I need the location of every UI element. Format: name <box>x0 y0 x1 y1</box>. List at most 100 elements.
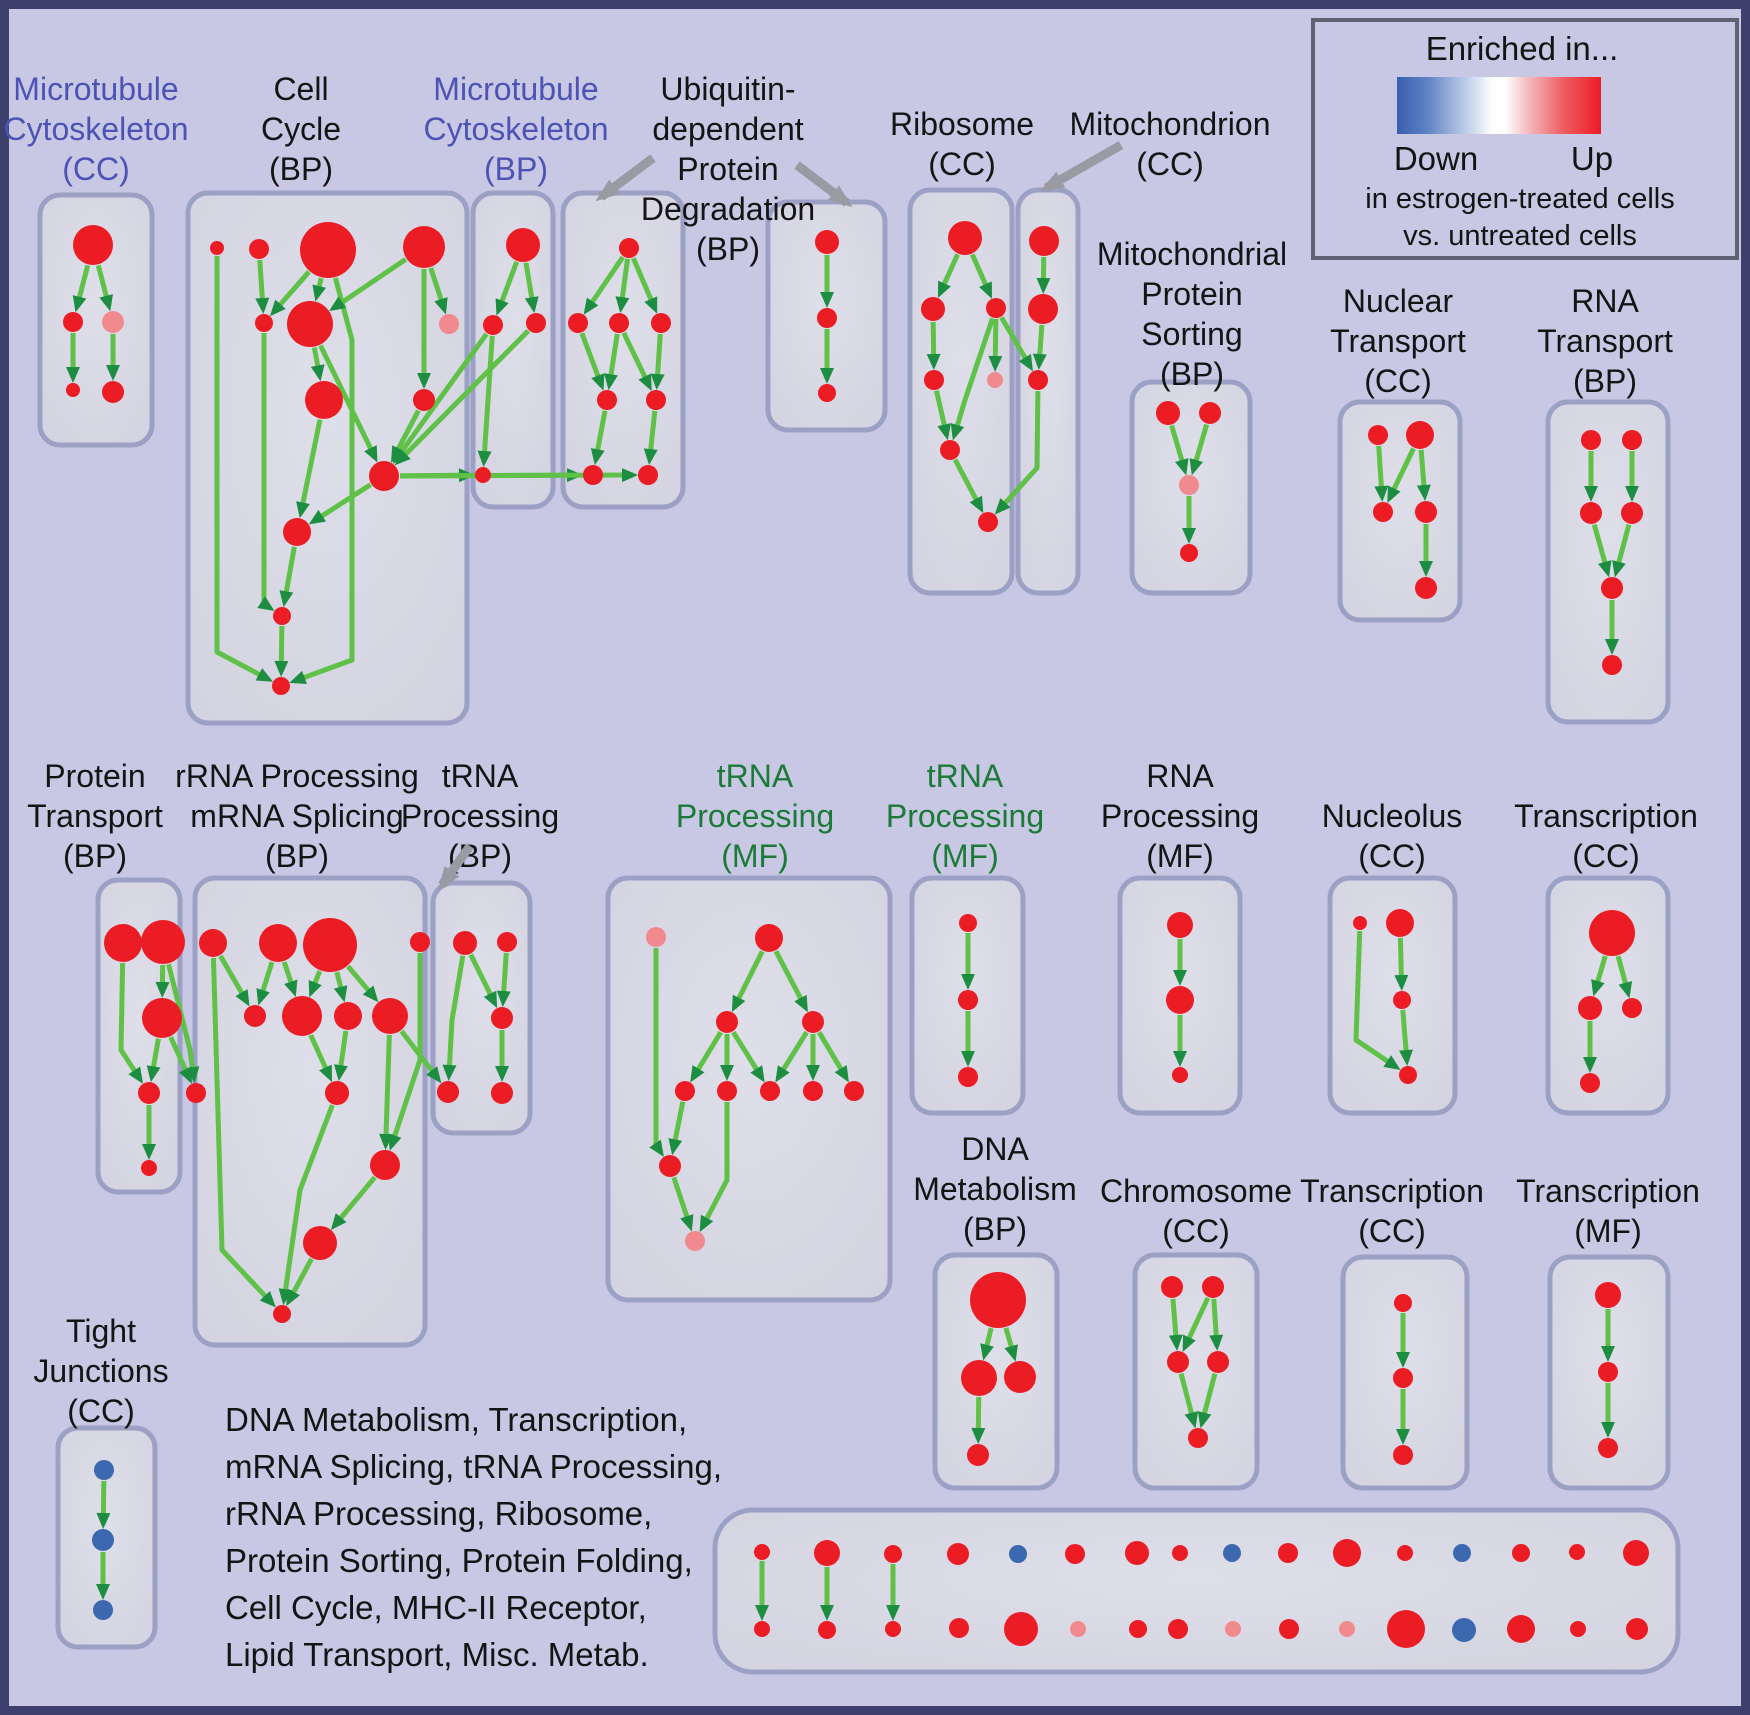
edge <box>950 317 995 441</box>
go-term-node-microtubule-bp-2 <box>526 313 546 333</box>
legend-up-label: Up <box>1571 140 1613 177</box>
go-term-node-nucleolus-2 <box>1393 991 1411 1009</box>
go-term-node-rna-transport-5 <box>1602 655 1622 675</box>
cluster-label-transcription-cc-bottom-line1: (CC) <box>1358 1213 1426 1249</box>
edge <box>318 344 378 463</box>
go-term-node-misc-strip-5 <box>1065 1544 1085 1564</box>
cluster-label-microtubule-cc-line0: Microtubule <box>13 71 178 107</box>
edge <box>1197 1372 1218 1429</box>
legend: Enriched in... Down Up in estrogen-treated … <box>1311 18 1739 260</box>
go-term-node-nuclear-transport-2 <box>1373 502 1393 522</box>
go-term-node-mitochondrion-0 <box>1029 226 1059 256</box>
cluster-label-rrna-mrna-line2: (BP) <box>265 838 329 874</box>
legend-box <box>1311 18 1739 260</box>
edge <box>999 316 1033 372</box>
edge <box>1612 523 1632 578</box>
go-term-node-mitochondrion-1 <box>1028 294 1058 324</box>
go-term-node-transcription-mf-0 <box>1595 1282 1621 1308</box>
edge <box>1032 324 1047 371</box>
edge <box>218 954 250 1007</box>
go-term-node-dna-metabolism-1 <box>961 1360 997 1396</box>
edge <box>278 1104 335 1306</box>
go-term-node-trna-mf-main-6 <box>760 1081 780 1101</box>
go-term-node-ribosome-2 <box>986 298 1006 318</box>
cluster-label-mitochondrion-line0: Mitochondrion <box>1070 106 1271 142</box>
go-term-node-ubiquitin-0 <box>619 238 639 258</box>
misc-category-line-2: rRNA Processing, Ribosome, <box>225 1495 652 1532</box>
edge <box>379 1034 394 1151</box>
edge <box>477 335 495 468</box>
cluster-label-ubiquitin-line1: dependent <box>652 111 803 147</box>
go-term-node-cell-cycle-12 <box>272 677 290 695</box>
cluster-label-rna-transport-line0: RNA <box>1571 283 1639 319</box>
edge <box>118 962 143 1084</box>
go-term-node-misc-strip-17 <box>818 1621 836 1639</box>
legend-down-label: Down <box>1394 140 1478 177</box>
go-term-node-chromosome-0 <box>1161 1276 1183 1298</box>
legend-subtitle-1: in estrogen-treated cells <box>1365 183 1675 215</box>
go-term-node-transcription-cc-bottom-1 <box>1393 1368 1413 1388</box>
cluster-label-mito-protein-sorting-line1: Protein <box>1141 276 1242 312</box>
go-term-node-trna-mf-small-0 <box>959 914 977 932</box>
go-term-node-rna-processing-mf-2 <box>1172 1067 1188 1083</box>
edge <box>72 264 91 313</box>
cluster-label-ribosome-line1: (CC) <box>928 146 996 182</box>
go-term-node-cell-cycle-9 <box>369 461 399 491</box>
cluster-label-rna-transport-line1: Transport <box>1537 323 1673 359</box>
go-term-node-misc-strip-25 <box>1279 1619 1299 1639</box>
labels: Microtubule Cytoskeleton (CC) Cell Cycle (BP)… <box>4 71 1700 1429</box>
cluster-label-trna-mf-small-line2: (MF) <box>931 838 999 874</box>
cluster-label-ubiquitin-line3: Degradation <box>641 191 815 227</box>
go-term-node-rrna-mrna-8 <box>325 1081 349 1105</box>
edge <box>615 258 631 314</box>
go-term-node-misc-strip-23 <box>1168 1619 1188 1639</box>
go-term-node-ribosome-3 <box>924 370 944 390</box>
go-term-node-misc-strip-31 <box>1626 1618 1648 1640</box>
cluster-label-trna-bp-line1: Processing <box>401 798 559 834</box>
go-term-node-mito-protein-sorting-0 <box>1156 401 1180 425</box>
cluster-label-dna-metabolism-line1: Metabolism <box>913 1171 1077 1207</box>
go-term-node-ribosome-6 <box>978 512 998 532</box>
edge <box>1416 449 1431 502</box>
cluster-label-cell-cycle-line2: (BP) <box>269 151 333 187</box>
go-term-node-cell-cycle-3 <box>403 226 445 268</box>
go-term-node-mito-protein-sorting-1 <box>1199 402 1221 424</box>
edge <box>1394 937 1409 992</box>
edge <box>388 953 423 1151</box>
go-term-node-protein-transport-2 <box>142 998 182 1038</box>
cluster-label-trna-mf-main-line0: tRNA <box>717 758 794 794</box>
cluster-label-nuclear-transport-line2: (CC) <box>1364 363 1432 399</box>
go-term-node-trna-bp-3 <box>437 1081 459 1103</box>
go-term-node-cell-cycle-6 <box>439 314 459 334</box>
go-term-node-misc-strip-3 <box>947 1543 969 1565</box>
cluster-box-transcription-cc-mid <box>1545 875 1671 1116</box>
go-term-node-misc-strip-26 <box>1339 1621 1355 1637</box>
edge <box>649 948 664 1157</box>
go-term-node-ribosome-1 <box>921 297 945 321</box>
go-term-node-rna-transport-3 <box>1621 502 1643 524</box>
edge <box>773 950 808 1013</box>
go-term-node-ubiquitin-2-2 <box>818 384 836 402</box>
cluster-label-protein-transport-line1: Transport <box>27 798 163 834</box>
go-term-node-microtubule-bp-3 <box>475 467 491 483</box>
go-term-node-rrna-mrna-2 <box>303 918 357 972</box>
go-term-node-ubiquitin-7 <box>638 465 658 485</box>
go-term-node-misc-strip-7 <box>1172 1545 1188 1561</box>
edge <box>1178 1372 1199 1429</box>
edge <box>926 321 941 371</box>
go-term-node-dna-metabolism-0 <box>970 1272 1026 1328</box>
cluster-label-microtubule-bp-line2: (BP) <box>484 151 548 187</box>
cluster-label-rna-processing-mf-line2: (MF) <box>1146 838 1214 874</box>
go-term-node-rna-transport-4 <box>1601 577 1623 599</box>
edge <box>1169 424 1189 476</box>
go-term-node-microtubule-cc-4 <box>102 381 124 403</box>
edge <box>1615 955 1633 999</box>
cluster-label-trna-mf-small-line1: Processing <box>886 798 1044 834</box>
go-term-node-microtubule-cc-2 <box>102 311 124 333</box>
go-term-node-protein-transport-4 <box>186 1083 206 1103</box>
edge <box>399 1029 442 1084</box>
cluster-label-transcription-cc-mid-line1: (CC) <box>1572 838 1640 874</box>
go-term-node-misc-strip-29 <box>1507 1615 1535 1643</box>
go-term-node-rrna-mrna-5 <box>282 996 322 1036</box>
cluster-label-nucleolus-line0: Nucleolus <box>1322 798 1463 834</box>
